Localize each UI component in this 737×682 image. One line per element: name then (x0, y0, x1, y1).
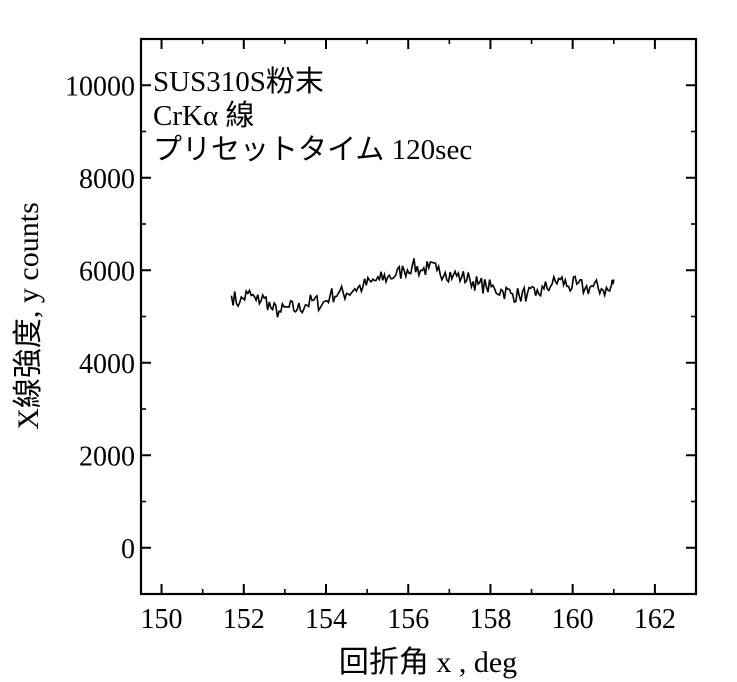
y-tick-label: 4000 (79, 349, 135, 380)
intensity-series-line (230, 258, 615, 318)
x-axis-title: 回折角 x , deg (339, 646, 517, 679)
annotation-preset-time: プリセットタイム 120sec (153, 134, 472, 166)
annotation-radiation: CrKα 線 (153, 99, 254, 132)
x-tick-label: 150 (141, 604, 183, 635)
annotation-sample: SUS310S粉末 (153, 65, 324, 98)
y-tick-label: 6000 (79, 256, 135, 287)
x-tick-label: 162 (634, 604, 676, 635)
annotation-block: SUS310S粉末 CrKα 線 プリセットタイム 120sec (153, 65, 472, 166)
y-axis-title: X線強度, y counts (12, 202, 45, 430)
x-tick-label: 154 (305, 604, 347, 635)
x-tick-label: 156 (387, 604, 429, 635)
x-tick-label: 160 (552, 604, 594, 635)
y-tick-label: 10000 (65, 71, 135, 102)
y-axis-ticks: 0 2000 4000 6000 8000 10000 (65, 71, 696, 565)
x-tick-label: 152 (223, 604, 265, 635)
x-tick-label: 158 (469, 604, 511, 635)
y-tick-label: 2000 (79, 441, 135, 472)
y-tick-label: 0 (121, 534, 135, 565)
y-tick-label: 8000 (79, 164, 135, 195)
x-axis-ticks: 150 152 154 156 158 160 162 (141, 39, 676, 635)
